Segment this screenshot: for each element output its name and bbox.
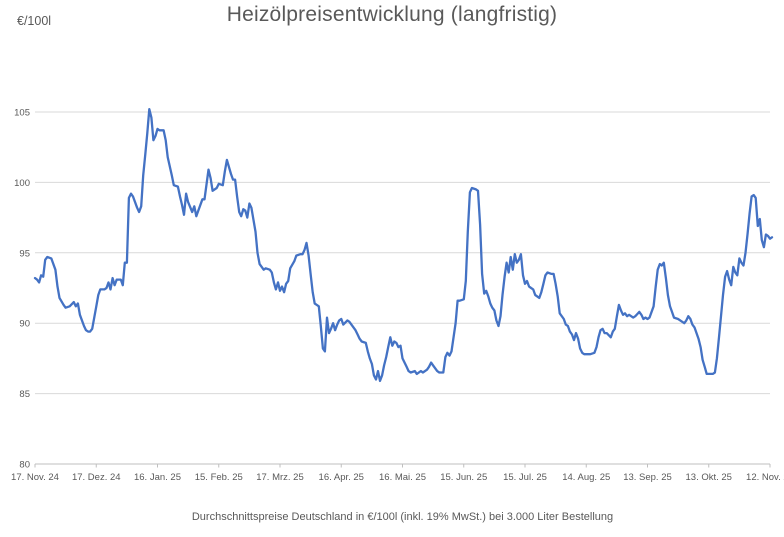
x-tick-label: 17. Dez. 24 (72, 472, 121, 483)
x-tick-label: 15. Jul. 25 (503, 472, 547, 483)
y-tick-label: 85 (19, 389, 30, 400)
x-tick-label: 17. Mrz. 25 (256, 472, 304, 483)
y-tick-label: 100 (14, 178, 30, 189)
x-tick-label: 16. Apr. 25 (319, 472, 364, 483)
x-tick-label: 12. Nov. 25 (746, 472, 784, 483)
x-tick-label: 17. Nov. 24 (11, 472, 59, 483)
x-tick-label: 16. Mai. 25 (379, 472, 426, 483)
chart-title: Heizölpreisentwicklung (langfristig) (226, 3, 558, 26)
y-tick-label: 90 (19, 319, 30, 330)
price-line (33, 108, 774, 383)
x-tick-label: 15. Feb. 25 (195, 472, 243, 483)
y-axis-unit-label: €/100l (17, 14, 52, 28)
chart-caption: Durchschnittspreise Deutschland in €/100… (191, 511, 614, 523)
y-tick-label: 105 (14, 108, 30, 119)
x-tick-label: 15. Jun. 25 (440, 472, 487, 483)
x-tick-label: 13. Sep. 25 (623, 472, 672, 483)
y-tick-label: 80 (19, 460, 30, 471)
x-tick-label: 14. Aug. 25 (562, 472, 610, 483)
x-tick-label: 13. Okt. 25 (686, 472, 732, 483)
x-tick-label: 16. Jan. 25 (134, 472, 181, 483)
y-tick-label: 95 (19, 248, 30, 259)
